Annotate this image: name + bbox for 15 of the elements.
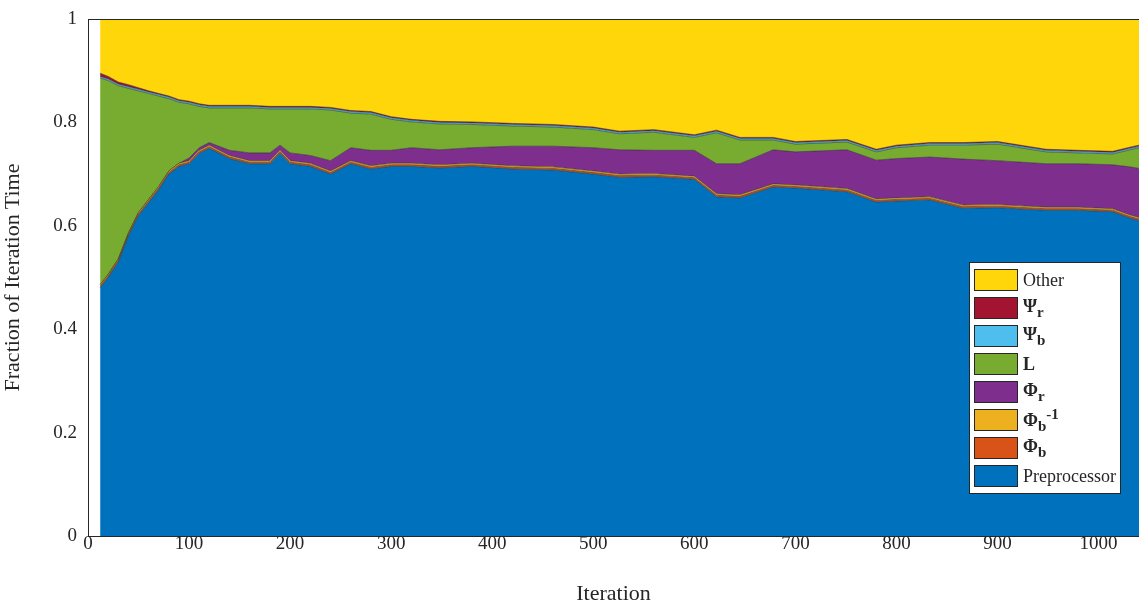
y-tick-label: 1 (67, 6, 77, 28)
legend-label: Ψ$_{b}$ (1023, 323, 1046, 349)
legend-label: L (1023, 353, 1036, 375)
y-axis-title: Fraction of Iteration Time (0, 163, 24, 392)
legend-label: Φ$_{r}$ (1023, 379, 1045, 405)
x-axis-title: Iteration (576, 579, 651, 605)
legend-label: Φ$_{b}$ (1023, 435, 1047, 461)
y-tick-label: 0.2 (53, 420, 77, 442)
y-tick-label: 0.6 (53, 213, 77, 235)
legend-label: Ψ$_{r}$ (1023, 295, 1044, 321)
legend-label: Preprocessor (1023, 465, 1116, 487)
y-tick-label: 0.8 (53, 110, 77, 132)
legend-label: Other (1023, 269, 1064, 291)
y-tick-label: 0.4 (53, 317, 78, 339)
x-tick-label: 0 (83, 532, 93, 554)
